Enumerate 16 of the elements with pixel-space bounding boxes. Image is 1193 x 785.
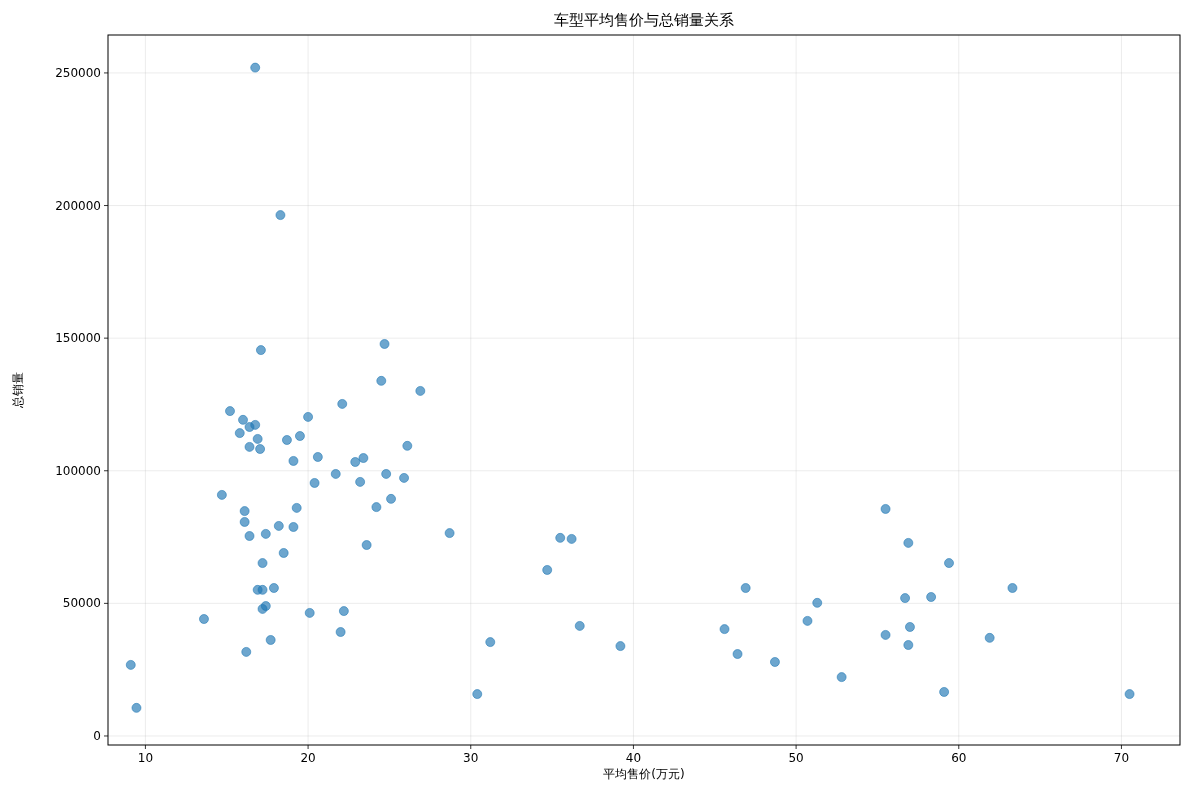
y-tick-label: 50000 [62, 596, 101, 611]
x-tick-label: 50 [788, 751, 804, 765]
x-tick-label: 40 [625, 751, 642, 765]
y-tick-label: 150000 [55, 331, 101, 346]
y-tick-label: 0 [93, 728, 101, 743]
y-axis-title: 总销量 [11, 372, 25, 409]
x-tick-label: 20 [300, 751, 316, 765]
y-tick-label: 100000 [55, 463, 101, 478]
y-tick-label: 250000 [55, 65, 101, 80]
x-tick-label: 10 [137, 751, 154, 765]
x-tick-label: 60 [951, 751, 967, 765]
x-tick-label: 30 [463, 751, 479, 765]
x-tick-label: 70 [1113, 751, 1130, 765]
x-axis-title: 平均售价(万元) [603, 767, 685, 781]
chart-title: 车型平均售价与总销量关系 [554, 11, 734, 29]
y-tick-label: 200000 [55, 198, 101, 213]
